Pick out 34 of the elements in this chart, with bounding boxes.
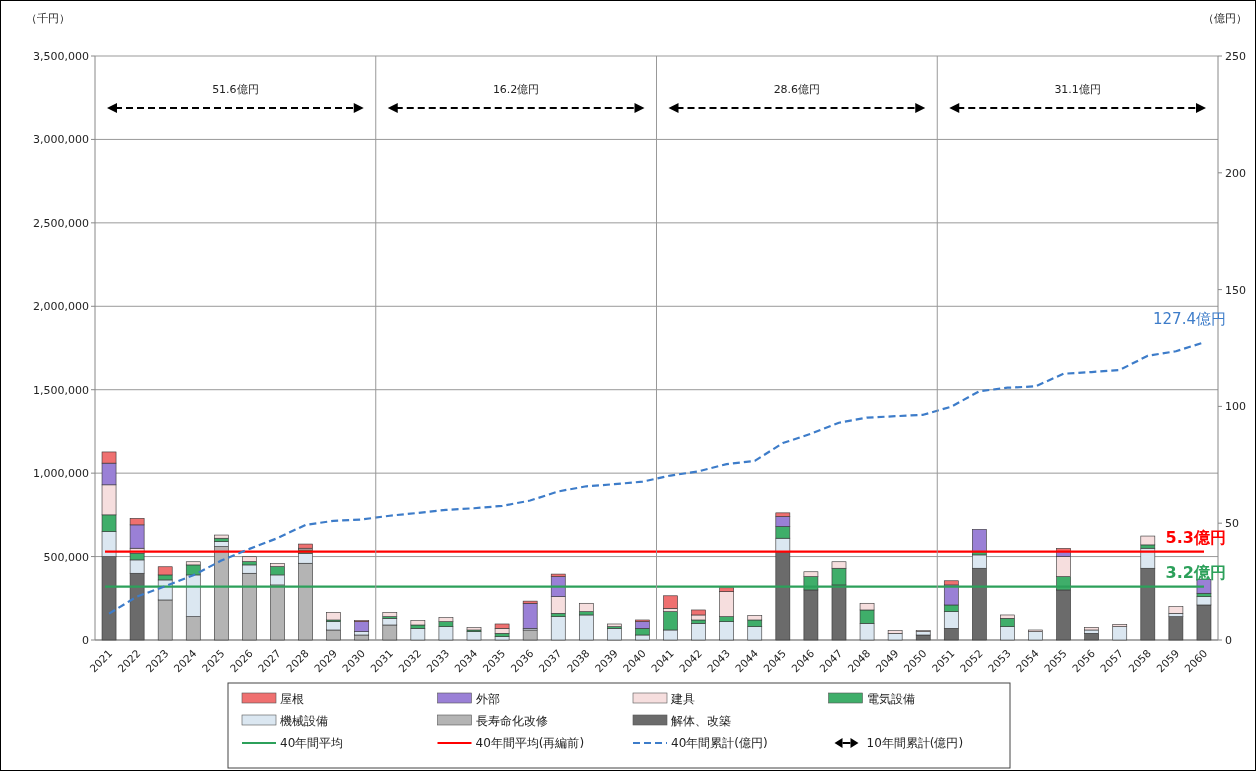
y2-tick-label: 250 <box>1225 50 1246 63</box>
y-tick-label: 500,000 <box>43 550 89 564</box>
y2-axis-title: （億円） <box>1203 12 1247 25</box>
legend-label: 電気設備 <box>866 692 915 706</box>
y2-tick-label: 150 <box>1225 283 1246 297</box>
legend-label: 40年間平均 <box>280 736 344 750</box>
legend-label: 屋根 <box>280 692 304 706</box>
legend-label: 建具 <box>670 692 695 706</box>
legend-label: 40年間累計(億円) <box>671 736 768 750</box>
data-label: 127.4億円 <box>1153 310 1226 329</box>
legend-label: 外部 <box>475 692 500 706</box>
y-tick-label: 1,000,000 <box>33 467 89 481</box>
y-axis-title: （千円） <box>26 12 70 25</box>
y2-tick-label: 0 <box>1225 634 1232 647</box>
legend-label: 40年間平均(再編前) <box>475 736 585 750</box>
y-tick-label: 3,000,000 <box>33 133 89 147</box>
legend-label: 長寿命化改修 <box>475 714 548 728</box>
y-tick-label: 0 <box>82 634 89 647</box>
y-tick-label: 2,000,000 <box>33 300 89 314</box>
y2-tick-label: 50 <box>1225 517 1239 531</box>
text: 10年間累計(億円) <box>866 736 964 750</box>
annotation: 51.6億円 <box>212 83 259 96</box>
y-tick-label: 3,500,000 <box>33 50 89 63</box>
y2-tick-label: 100 <box>1225 400 1246 414</box>
annotation: 5.3億円 <box>1165 527 1226 547</box>
y-tick-label: 2,500,000 <box>33 216 89 230</box>
annotation: 31.1億円 <box>1054 83 1101 96</box>
y2-tick-label: 200 <box>1225 166 1246 180</box>
annotation: 3.2億円 <box>1165 562 1226 582</box>
annotation: 28.6億円 <box>773 83 821 96</box>
y-tick-label: 1,500,000 <box>33 383 89 397</box>
annotation: 16.2億円 <box>492 83 540 96</box>
legend-label: 解体、改築 <box>671 714 731 728</box>
legend-label: 機械設備 <box>280 714 328 728</box>
